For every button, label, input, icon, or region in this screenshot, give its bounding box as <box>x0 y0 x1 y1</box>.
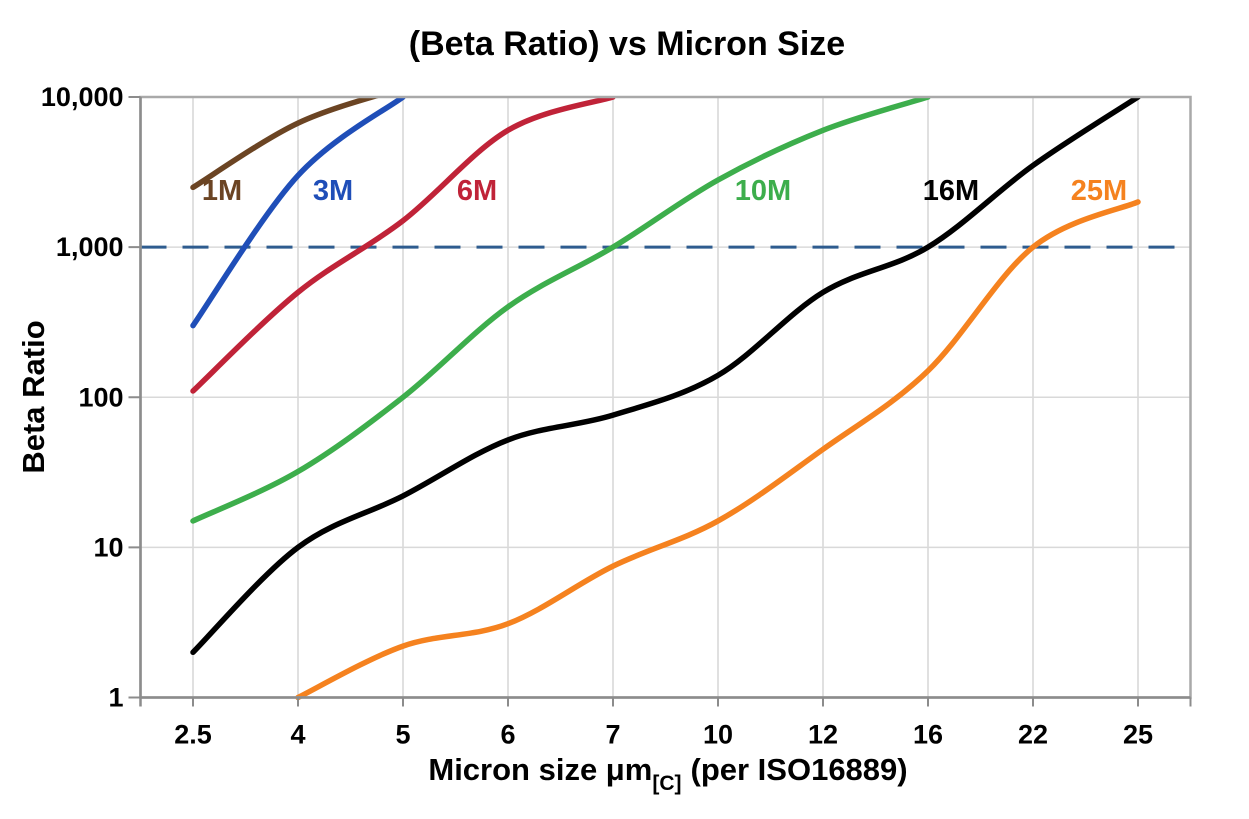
x-tick-label: 12 <box>808 720 838 750</box>
series-line-1M <box>190 96 386 191</box>
y-tick-label: 100 <box>78 382 123 412</box>
x-tick-label: 10 <box>703 720 733 750</box>
x-axis-title-rest: (per ISO16889) <box>691 752 908 787</box>
series-line-25M <box>295 199 1141 701</box>
y-tick-label: 1 <box>108 683 123 713</box>
series-label-1M: 1M <box>202 175 242 207</box>
y-tick-label: 10,000 <box>41 82 124 112</box>
x-tick-label: 25 <box>1123 720 1153 750</box>
series-labels: 1M 3M 6M 10M 16M 25M <box>202 175 1127 207</box>
x-tick-label: 7 <box>605 720 620 750</box>
x-tick-label: 22 <box>1018 720 1048 750</box>
series-label-16M: 16M <box>923 175 979 207</box>
axis-ticks <box>128 96 1192 707</box>
series-label-6M: 6M <box>457 175 497 207</box>
x-axis-title: Micron size μm[C] (per ISO16889) <box>428 752 907 795</box>
series-lines <box>190 96 1141 701</box>
x-axis-title-main: Micron size μm <box>428 752 652 787</box>
y-tick-label: 10 <box>93 532 123 562</box>
x-tick-label: 6 <box>500 720 515 750</box>
series-line-10M <box>190 96 931 524</box>
series-line-6M <box>190 96 616 394</box>
y-axis-title: Beta Ratio <box>16 320 51 473</box>
series-line-3M <box>190 96 406 329</box>
x-tick-label: 2.5 <box>174 720 212 750</box>
tick-labels: 1 10 100 1,000 10,000 2.5 4 5 6 7 10 12 16 22 25 <box>41 82 1153 750</box>
series-label-10M: 10M <box>735 175 791 207</box>
x-axis-title-subscript: [C] <box>652 772 681 795</box>
series-line-16M <box>190 96 1141 656</box>
series-label-3M: 3M <box>313 175 353 207</box>
series-label-25M: 25M <box>1071 175 1127 207</box>
x-tick-label: 4 <box>290 720 305 750</box>
x-tick-label: 5 <box>395 720 410 750</box>
y-tick-label: 1,000 <box>56 232 124 262</box>
x-tick-label: 16 <box>913 720 943 750</box>
chart-title: (Beta Ratio) vs Micron Size <box>409 25 845 63</box>
